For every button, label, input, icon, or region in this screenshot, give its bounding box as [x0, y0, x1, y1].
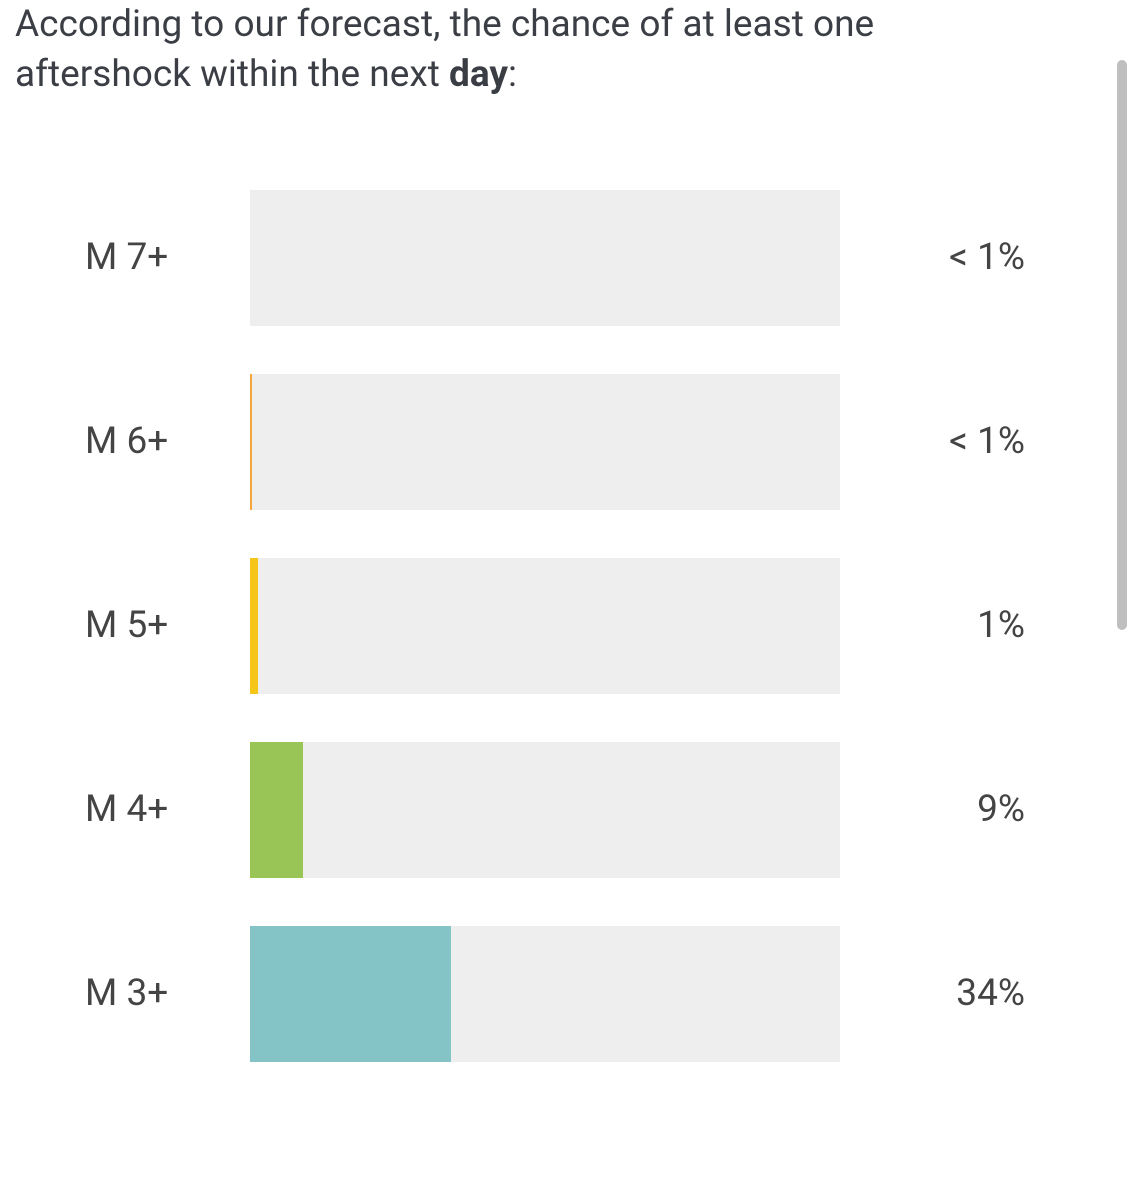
percent-value: < 1%: [840, 236, 1035, 279]
magnitude-label: M 6+: [85, 420, 250, 463]
magnitude-label: M 3+: [85, 972, 250, 1015]
bar-fill: [250, 742, 303, 878]
percent-value: 34%: [840, 972, 1035, 1015]
bar-fill: [250, 926, 451, 1062]
forecast-panel: According to our forecast, the chance of…: [0, 0, 1050, 1062]
magnitude-label: M 5+: [85, 604, 250, 647]
percent-value: < 1%: [840, 420, 1035, 463]
bar-track: [250, 926, 840, 1062]
scrollbar-thumb[interactable]: [1117, 60, 1127, 630]
heading-bold: day: [449, 53, 508, 96]
forecast-heading: According to our forecast, the chance of…: [15, 0, 1035, 100]
bar-fill: [250, 558, 258, 694]
bar-fill: [250, 374, 252, 510]
magnitude-label: M 7+: [85, 236, 250, 279]
chart-row: M 5+ 1%: [85, 558, 1035, 694]
heading-suffix: :: [508, 53, 517, 96]
magnitude-label: M 4+: [85, 788, 250, 831]
percent-value: 1%: [840, 604, 1035, 647]
heading-prefix: According to our forecast, the chance of…: [15, 3, 874, 96]
bar-track: [250, 374, 840, 510]
bar-track: [250, 190, 840, 326]
chart-row: M 6+ < 1%: [85, 374, 1035, 510]
aftershock-bar-chart: M 7+ < 1% M 6+ < 1% M 5+ 1% M 4+: [15, 190, 1035, 1062]
chart-row: M 7+ < 1%: [85, 190, 1035, 326]
percent-value: 9%: [840, 788, 1035, 831]
chart-row: M 4+ 9%: [85, 742, 1035, 878]
bar-track: [250, 742, 840, 878]
bar-track: [250, 558, 840, 694]
chart-row: M 3+ 34%: [85, 926, 1035, 1062]
